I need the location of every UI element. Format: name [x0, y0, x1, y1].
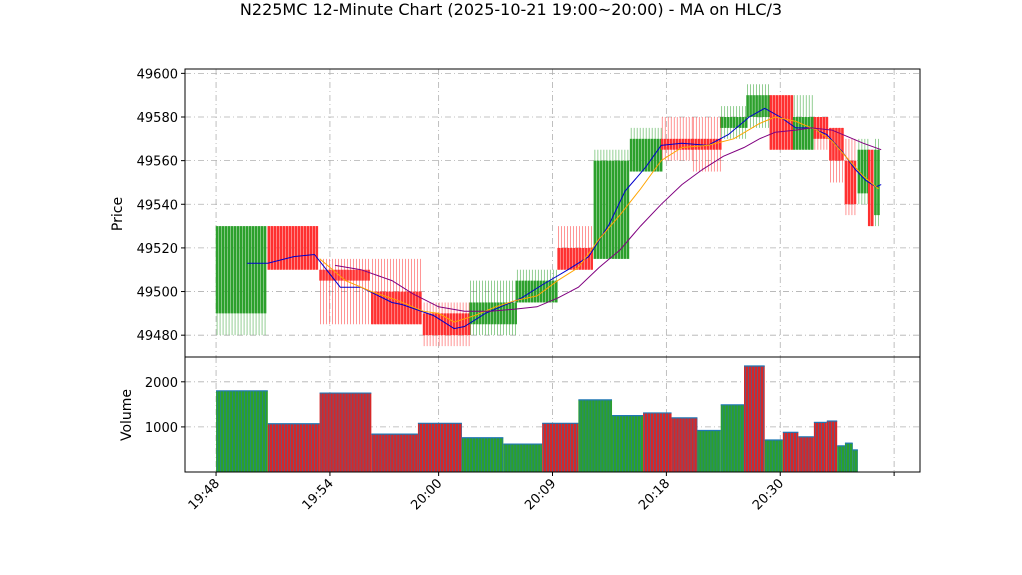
- candle-down: [267, 226, 319, 270]
- volume-bar: [798, 436, 814, 472]
- volume-y-ticks: 1000 2000: [145, 376, 185, 436]
- volume-bar-fill: [852, 449, 858, 472]
- volume-bar: [852, 449, 858, 472]
- volume-y-label: Volume: [119, 389, 135, 441]
- x-tick-label: 20:00: [408, 476, 445, 513]
- candle-up: [792, 95, 814, 150]
- candle-down: [422, 302, 471, 347]
- volume-bar-fill: [461, 437, 504, 472]
- volume-bar: [417, 422, 462, 472]
- candle-up: [720, 106, 748, 139]
- candle-down: [769, 95, 794, 150]
- price-tick-label: 49600: [137, 67, 178, 82]
- x-tick-label: 20:30: [750, 476, 787, 513]
- volume-bar: [503, 443, 543, 472]
- price-tick-label: 49560: [137, 155, 178, 170]
- candle-down: [867, 149, 874, 227]
- volume-bar: [612, 415, 644, 472]
- volume-bar-fill: [371, 434, 418, 472]
- candle-up: [215, 226, 267, 336]
- volume-bar-fill: [542, 423, 579, 472]
- volume-bar: [578, 399, 613, 472]
- candle-down: [319, 258, 370, 325]
- candle-up: [629, 127, 663, 172]
- volume-bar: [371, 433, 419, 472]
- volume-bar: [542, 422, 579, 472]
- volume-bars: [216, 365, 858, 472]
- volume-bar: [643, 412, 672, 472]
- volume-bar-fill: [837, 445, 845, 472]
- volume-bar: [764, 439, 783, 472]
- candle-up: [746, 84, 770, 128]
- volume-bar-fill: [720, 404, 745, 472]
- x-axis-ticks: 19:48 19:54 20:00 20:09 20:18 20:30: [186, 472, 895, 513]
- ma-line-2: [319, 116, 879, 323]
- candle-up: [857, 138, 870, 205]
- price-y-ticks: 49480 49500 49520 49540 49560 49580 49600: [137, 67, 185, 344]
- candle-up: [593, 149, 630, 259]
- volume-bar: [744, 365, 765, 472]
- volume-bar: [720, 404, 745, 472]
- volume-bar-fill: [267, 423, 320, 472]
- volume-bar: [461, 437, 504, 472]
- price-tick-label: 49540: [137, 198, 178, 213]
- x-tick-label: 20:18: [636, 476, 673, 513]
- moving-average-lines: [247, 107, 882, 330]
- volume-bar: [826, 420, 838, 472]
- volume-bar-fill: [844, 443, 853, 472]
- volume-bar-fill: [671, 417, 698, 472]
- volume-bar: [697, 429, 721, 472]
- volume-bar-fill: [813, 422, 827, 472]
- volume-bar-fill: [826, 421, 838, 472]
- candle-up: [515, 269, 558, 303]
- volume-bar-fill: [319, 393, 372, 472]
- volume-bar: [813, 421, 827, 472]
- volume-bar-fill: [612, 415, 644, 472]
- volume-bar: [837, 445, 846, 472]
- volume-tick-label: 1000: [145, 421, 178, 436]
- chart-title: N225MC 12-Minute Chart (2025-10-21 19:00…: [239, 0, 783, 19]
- volume-tick-label: 2000: [145, 376, 178, 391]
- volume-bar: [782, 431, 799, 472]
- volume-bar: [267, 423, 320, 472]
- volume-bar: [319, 392, 372, 472]
- candle-down: [371, 258, 422, 325]
- volume-bar-fill: [216, 390, 268, 472]
- candle-down: [829, 127, 844, 183]
- volume-bar-fill: [697, 430, 721, 472]
- price-tick-label: 49520: [137, 242, 178, 257]
- x-tick-label: 19:48: [186, 476, 223, 513]
- candle-down: [844, 138, 857, 216]
- candle-up: [874, 138, 880, 227]
- volume-bar: [844, 442, 853, 472]
- x-tick-label: 20:09: [522, 476, 559, 513]
- volume-bar-fill: [764, 439, 783, 472]
- price-tick-label: 49580: [137, 111, 178, 126]
- ma-line-3: [335, 127, 882, 312]
- price-tick-label: 49500: [137, 286, 178, 301]
- volume-bar: [671, 417, 698, 472]
- price-tick-label: 49480: [137, 329, 178, 344]
- price-y-label: Price: [110, 197, 126, 231]
- volume-bar: [216, 390, 268, 472]
- price-grid: [185, 69, 920, 357]
- price-candles: [215, 84, 880, 347]
- x-tick-label: 19:54: [300, 476, 337, 513]
